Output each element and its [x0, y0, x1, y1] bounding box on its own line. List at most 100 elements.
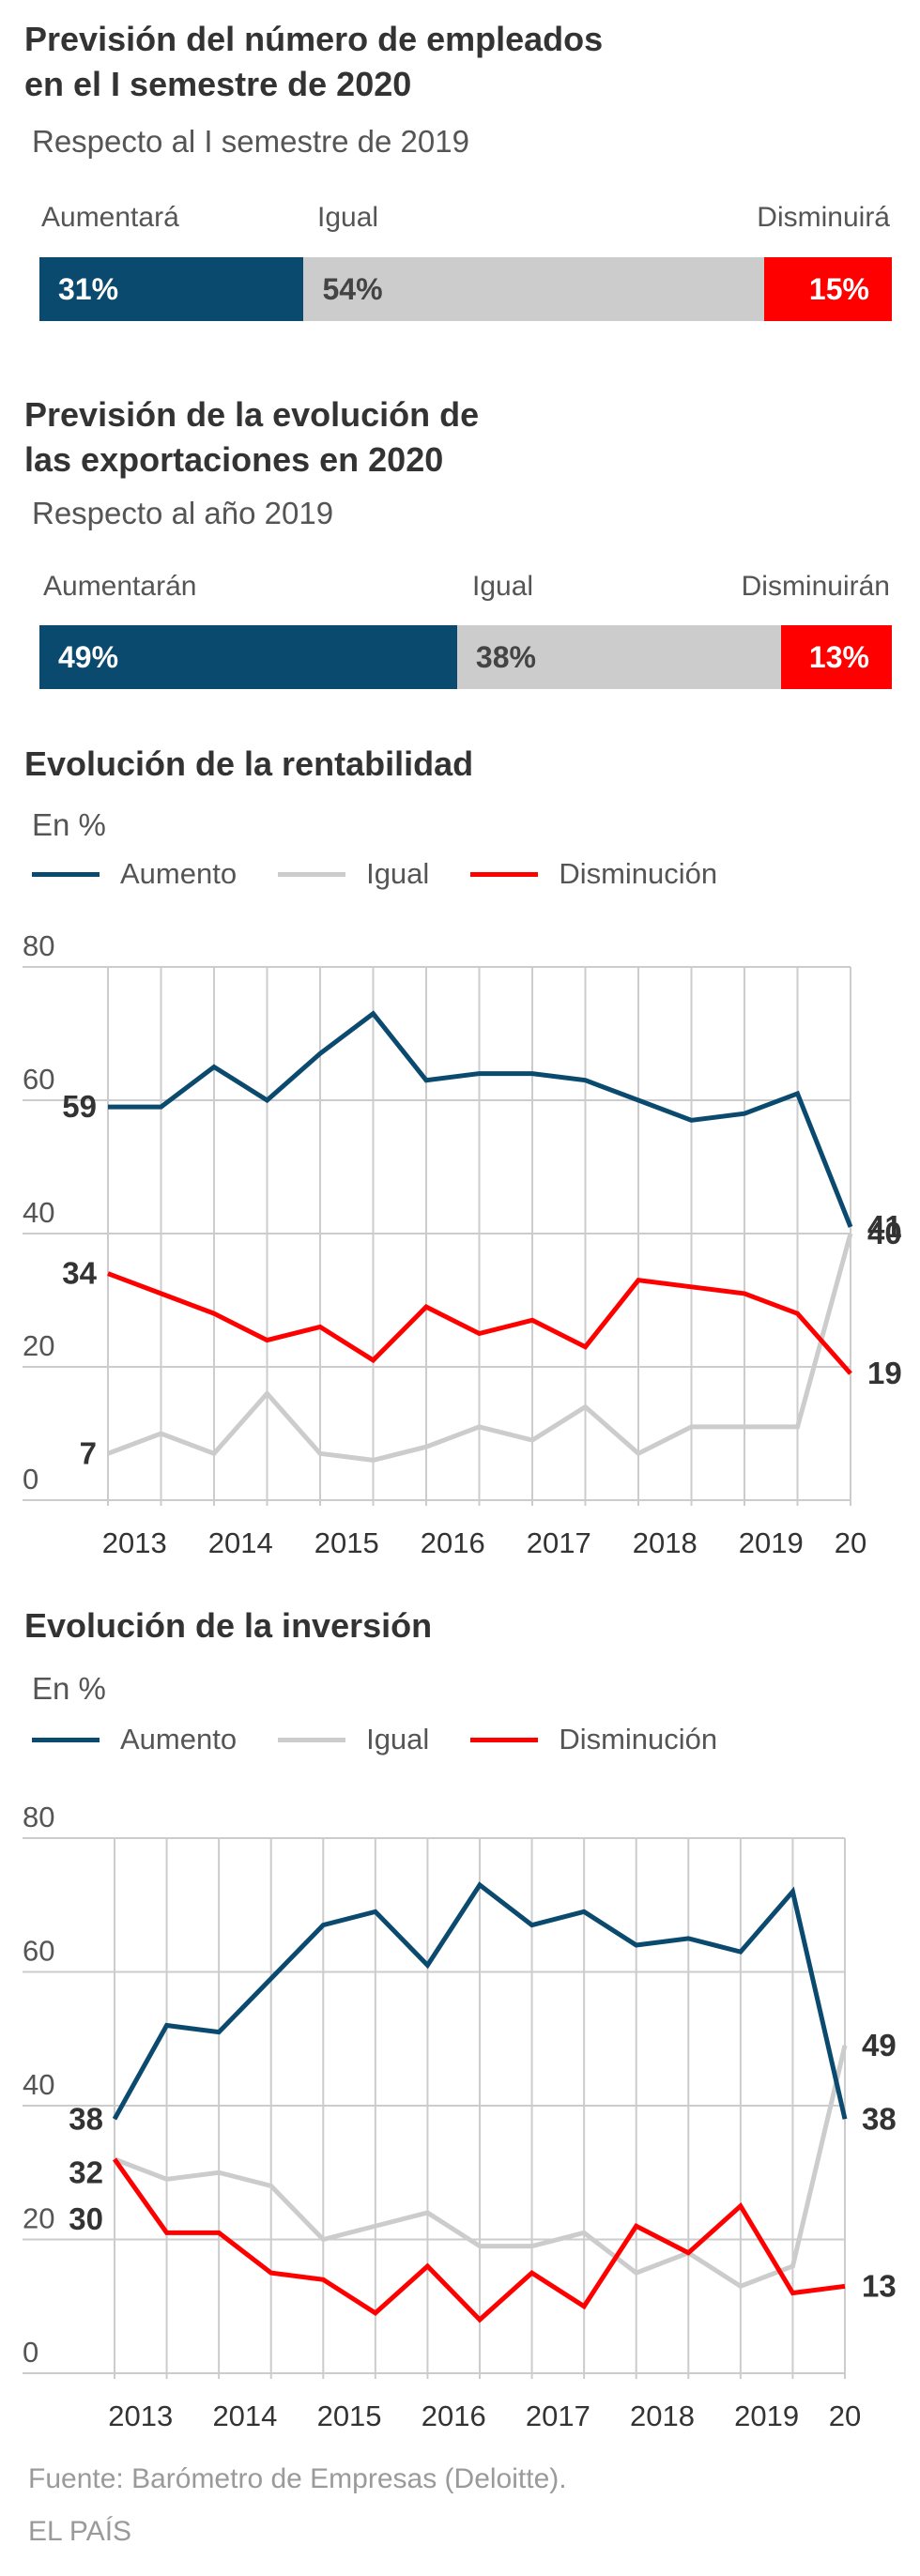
- y-tick-label: 40: [23, 2068, 54, 2101]
- data-label: 7: [80, 1435, 97, 1470]
- empleados-stacked-bar: 31% 54% 15%: [39, 257, 892, 321]
- legend-swatch-aumento: [32, 871, 100, 877]
- data-label: 32: [69, 2154, 103, 2189]
- data-label: 19: [867, 1356, 902, 1390]
- source-note: Fuente: Barómetro de Empresas (Deloitte)…: [28, 2463, 567, 2494]
- y-tick-label: 40: [23, 1196, 54, 1229]
- exportaciones-value-eq: 38%: [475, 640, 536, 674]
- exportaciones-label-up: Aumentarán: [43, 571, 197, 602]
- exportaciones-label-down: Disminuirán: [741, 571, 890, 602]
- rentabilidad-legend: Aumento Igual Disminución: [32, 857, 759, 891]
- empleados-value-eq: 54%: [322, 272, 383, 306]
- exportaciones-segment-down: 13%: [780, 625, 892, 689]
- legend-swatch-igual: [278, 1737, 346, 1742]
- rentabilidad-line-chart: 0 20 40 60 80 2013 2014 2015 2016 2017 2018 2019 20 5…: [23, 929, 902, 1559]
- inversion-legend: Aumento Igual Disminución: [32, 1723, 759, 1756]
- legend-label-aumento: Aumento: [120, 1723, 238, 1756]
- data-label: 30: [69, 2201, 103, 2236]
- legend-label-disminucion: Disminución: [559, 1723, 718, 1756]
- legend-item-igual: Igual: [278, 1723, 429, 1756]
- x-tick-label: 2014: [212, 2400, 277, 2432]
- empleados-segment-eq: 54%: [303, 257, 764, 321]
- legend-item-disminucion: Disminución: [470, 1723, 717, 1756]
- x-tick-label: 20: [829, 2400, 861, 2432]
- x-tick-label: 2015: [314, 1526, 379, 1559]
- empleados-title: Previsión del número de empleados en el …: [24, 17, 603, 107]
- exportaciones-title: Previsión de la evolución de las exporta…: [24, 392, 479, 483]
- series-line-igual: [107, 1233, 853, 1463]
- empleados-label-down: Disminuirá: [757, 202, 890, 233]
- empleados-segment-down: 15%: [763, 257, 892, 321]
- x-tick-label: 2016: [421, 1526, 485, 1559]
- x-tick-label: 2019: [734, 2400, 799, 2432]
- x-tick-label: 2017: [526, 2400, 590, 2432]
- legend-item-igual: Igual: [278, 857, 429, 891]
- legend-swatch-disminucion: [470, 1737, 539, 1742]
- y-tick-label: 0: [23, 1463, 38, 1495]
- y-tick-label: 60: [23, 1063, 54, 1096]
- exportaciones-subtitle: Respecto al año 2019: [32, 496, 334, 530]
- legend-label-igual: Igual: [366, 1723, 430, 1756]
- legend-label-igual: Igual: [366, 857, 430, 890]
- legend-label-disminucion: Disminución: [559, 857, 718, 890]
- x-tick-label: 2018: [630, 2400, 695, 2432]
- legend-swatch-igual: [278, 871, 346, 877]
- exportaciones-segment-eq: 38%: [456, 625, 781, 689]
- legend-swatch-aumento: [32, 1737, 100, 1742]
- x-tick-label: 2013: [102, 1526, 167, 1559]
- empleados-title-line1: Previsión del número de empleados: [24, 20, 604, 58]
- data-label: 34: [62, 1256, 97, 1291]
- rentabilidad-unit: En %: [32, 807, 106, 842]
- brand-name: EL PAÍS: [28, 2516, 132, 2547]
- y-tick-label: 80: [23, 1801, 54, 1833]
- legend-swatch-disminucion: [470, 871, 539, 877]
- x-tick-label: 2013: [108, 2400, 173, 2432]
- y-tick-label: 20: [23, 2202, 54, 2235]
- x-tick-label: 2015: [317, 2400, 382, 2432]
- exportaciones-value-down: 13%: [808, 640, 869, 674]
- inversion-line-chart: 0 20 40 60 80 2013 2014 2015 2016 2017 2018 2019 20 3…: [23, 1801, 897, 2432]
- empleados-label-up: Aumentará: [41, 202, 179, 233]
- series-line-disminucion: [107, 1271, 852, 1375]
- y-tick-label: 20: [23, 1329, 54, 1362]
- exportaciones-label-eq: Igual: [472, 571, 534, 602]
- rentabilidad-title: Evolución de la rentabilidad: [24, 744, 474, 783]
- data-label: 38: [69, 2101, 103, 2136]
- y-tick-label: 80: [23, 929, 54, 962]
- data-label: 40: [867, 1216, 902, 1250]
- exportaciones-title-line1: Previsión de la evolución de: [24, 395, 480, 434]
- series-line-disminucion: [112, 2157, 846, 2323]
- empleados-value-down: 15%: [808, 272, 869, 306]
- exportaciones-title-line2: las exportaciones en 2020: [24, 440, 444, 479]
- series-line-igual: [114, 2045, 848, 2290]
- series-line-aumento: [108, 1010, 853, 1228]
- x-tick-label: 20: [835, 1526, 866, 1559]
- x-tick-label: 2018: [633, 1526, 698, 1559]
- y-tick-label: 60: [23, 1935, 54, 1968]
- data-label: 41: [867, 1209, 902, 1244]
- exportaciones-value-up: 49%: [58, 640, 119, 674]
- series-line-aumento: [112, 1881, 848, 2121]
- data-label: 49: [862, 2028, 897, 2062]
- x-tick-label: 2016: [422, 2400, 486, 2432]
- data-label: 59: [62, 1089, 97, 1124]
- legend-item-aumento: Aumento: [32, 1723, 237, 1756]
- empleados-title-line2: en el I semestre de 2020: [24, 65, 412, 103]
- data-label: 13: [862, 2268, 897, 2303]
- exportaciones-stacked-bar: 49% 38% 13%: [39, 625, 892, 689]
- exportaciones-segment-up: 49%: [39, 625, 457, 689]
- data-label: 38: [862, 2101, 897, 2136]
- legend-label-aumento: Aumento: [120, 857, 238, 890]
- inversion-title: Evolución de la inversión: [24, 1606, 433, 1645]
- empleados-segment-up: 31%: [39, 257, 304, 321]
- empleados-label-eq: Igual: [317, 202, 379, 233]
- x-tick-label: 2014: [208, 1526, 273, 1559]
- x-tick-label: 2017: [527, 1526, 591, 1559]
- empleados-subtitle: Respecto al I semestre de 2019: [32, 124, 469, 159]
- inversion-unit: En %: [32, 1671, 106, 1706]
- legend-item-aumento: Aumento: [32, 857, 237, 891]
- empleados-value-up: 31%: [58, 272, 119, 306]
- legend-item-disminucion: Disminución: [470, 857, 717, 891]
- y-tick-label: 0: [23, 2336, 38, 2369]
- x-tick-label: 2019: [739, 1526, 804, 1559]
